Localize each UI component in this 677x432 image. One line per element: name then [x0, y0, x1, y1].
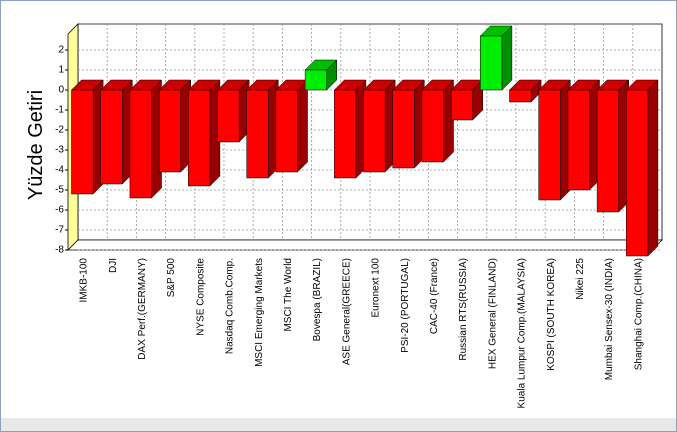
x-tick-label: Bovespa (BRAZIL) [312, 258, 323, 341]
bar [246, 89, 269, 179]
bar [480, 35, 503, 91]
x-tick-label: PSI-20 (PORTUGAL) [400, 258, 411, 353]
bar [509, 89, 532, 103]
bar [363, 89, 386, 173]
bar [538, 89, 561, 201]
y-tick-label: -8 [55, 245, 64, 256]
bar-side [501, 25, 513, 91]
y-axis-label: Yüzde Getiri [25, 90, 47, 200]
bar [567, 89, 590, 191]
bar-side [297, 79, 308, 173]
bar [392, 89, 415, 169]
y-tick-label: -4 [55, 165, 64, 176]
footer-band [1, 418, 676, 431]
x-tick-label: Russian RTS(RUSSIA) [458, 258, 469, 361]
x-tick-label: DAX Perf.(GERMANY) [137, 258, 148, 360]
x-tick-label: MSCI The World [283, 258, 294, 332]
x-tick-label: CAC-40 (France) [429, 258, 440, 334]
bar [129, 89, 152, 199]
x-tick-label: Nasdaq Comb.Comp. [225, 258, 236, 354]
y-tick-label: -3 [55, 145, 64, 156]
x-tick-label: MSCI Emerging Markets [254, 258, 265, 367]
x-tick-label: IMKB-100 [79, 258, 90, 303]
bar [334, 89, 357, 179]
bar [450, 89, 473, 121]
y-tick-label: -2 [55, 125, 64, 136]
x-tick-label: Shanghai Comp.(CHINA) [633, 258, 644, 370]
y-tick-label: -7 [55, 225, 64, 236]
bar [71, 89, 94, 195]
bar [188, 89, 211, 187]
y-tick-label: -6 [55, 205, 64, 216]
bar [217, 89, 240, 143]
x-tick-label: Nikei 225 [575, 258, 586, 300]
x-tick-label: Euronext 100 [371, 258, 382, 318]
bar [100, 89, 123, 185]
x-tick-label: KOSPI (SOUTH KOREA) [546, 258, 557, 371]
y-tick-label: 2 [58, 45, 64, 56]
x-tick-label: ASE General(GREECE) [341, 258, 352, 365]
bar [596, 89, 619, 213]
x-tick-label: Mumbai Sensex-30 (INDIA) [604, 258, 615, 380]
y-tick-label: 1 [58, 65, 64, 76]
floor [67, 239, 663, 251]
bar [421, 89, 444, 163]
x-tick-label: Kuala Lumpur Comp.(MALAYSIA) [517, 258, 528, 408]
x-tick-label: NYSE Composite [195, 258, 206, 336]
bar [158, 89, 181, 173]
bar [275, 89, 298, 173]
bar-side [647, 79, 659, 257]
y-tick-label: 0 [58, 85, 64, 96]
bar [626, 89, 649, 257]
x-tick-label: HEX General (FINLAND) [487, 258, 498, 369]
y-tick-label: -5 [55, 185, 64, 196]
bar [304, 69, 327, 91]
x-tick-label: S&P 500 [166, 258, 177, 298]
x-tick-label: DJI [108, 258, 119, 273]
y-tick-label: -1 [55, 105, 64, 116]
